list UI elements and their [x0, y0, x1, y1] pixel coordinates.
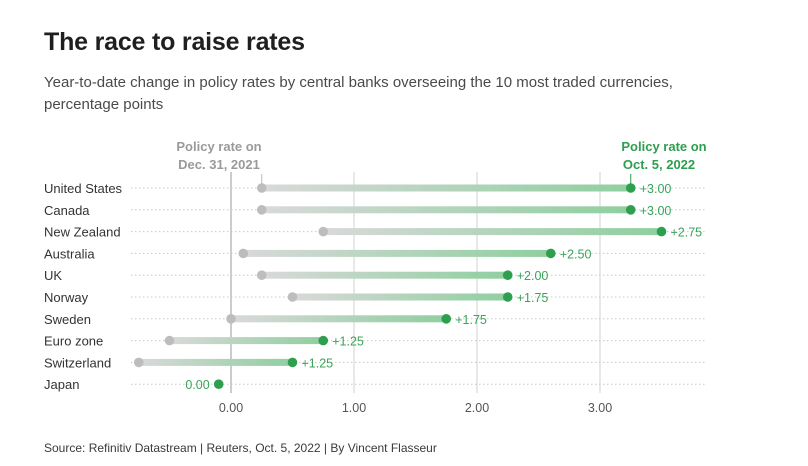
- change-label: +1.75: [455, 313, 487, 327]
- start-point: [164, 335, 175, 346]
- change-label: +2.50: [560, 247, 592, 261]
- change-label: 0.00: [185, 378, 209, 392]
- end-point: [502, 270, 513, 281]
- start-header-line-2: Dec. 31, 2021: [178, 157, 260, 172]
- category-label: Norway: [44, 290, 89, 305]
- change-bar: [243, 249, 551, 257]
- x-tick-label: 2.00: [465, 401, 489, 415]
- change-bar: [323, 228, 662, 236]
- start-point: [133, 357, 144, 368]
- start-point: [256, 205, 267, 215]
- x-tick-label: 1.00: [342, 401, 366, 415]
- end-header-line-1: Policy rate on: [621, 139, 706, 154]
- change-label: +1.25: [302, 356, 334, 370]
- end-point: [441, 314, 452, 324]
- end-point: [287, 357, 298, 368]
- start-point: [287, 292, 298, 302]
- end-point: [213, 379, 224, 390]
- change-bar: [231, 315, 447, 323]
- end-point: [318, 335, 329, 346]
- chart-title: The race to raise rates: [44, 28, 305, 56]
- end-point: [502, 292, 513, 302]
- end-point: [546, 248, 556, 259]
- category-label: Sweden: [44, 312, 91, 327]
- change-label: +1.25: [332, 335, 364, 349]
- start-point: [226, 314, 236, 324]
- change-bar: [292, 293, 508, 301]
- category-label: Switzerland: [44, 355, 111, 370]
- start-header-line-1: Policy rate on: [176, 139, 261, 154]
- category-label: United States: [44, 181, 123, 196]
- category-label: UK: [44, 268, 62, 283]
- change-label: +2.00: [517, 269, 549, 283]
- chart-subtitle: Year-to-date change in policy rates by c…: [44, 74, 673, 113]
- change-bar: [138, 358, 293, 366]
- end-point: [625, 183, 636, 193]
- end-header-line-2: Oct. 5, 2022: [623, 157, 695, 172]
- category-label: Canada: [44, 203, 90, 218]
- start-point: [318, 226, 329, 237]
- change-bar: [261, 206, 631, 214]
- end-point: [625, 205, 636, 215]
- x-tick-label: 3.00: [588, 401, 612, 415]
- start-point: [238, 248, 249, 259]
- change-label: +3.00: [640, 182, 672, 196]
- category-label: New Zealand: [44, 225, 121, 240]
- source-note: Source: Refinitiv Datastream | Reuters, …: [44, 441, 437, 455]
- change-bar: [169, 337, 324, 345]
- change-bar: [261, 184, 631, 192]
- start-point: [256, 270, 267, 281]
- category-label: Australia: [44, 246, 95, 261]
- category-label: Euro zone: [44, 334, 103, 349]
- category-label: Japan: [44, 377, 79, 392]
- change-label: +1.75: [517, 291, 549, 305]
- start-point: [256, 183, 267, 193]
- change-bar: [261, 271, 508, 279]
- change-label: +2.75: [671, 226, 703, 240]
- end-point: [656, 226, 667, 237]
- x-tick-label: 0.00: [219, 401, 243, 415]
- change-label: +3.00: [640, 204, 672, 218]
